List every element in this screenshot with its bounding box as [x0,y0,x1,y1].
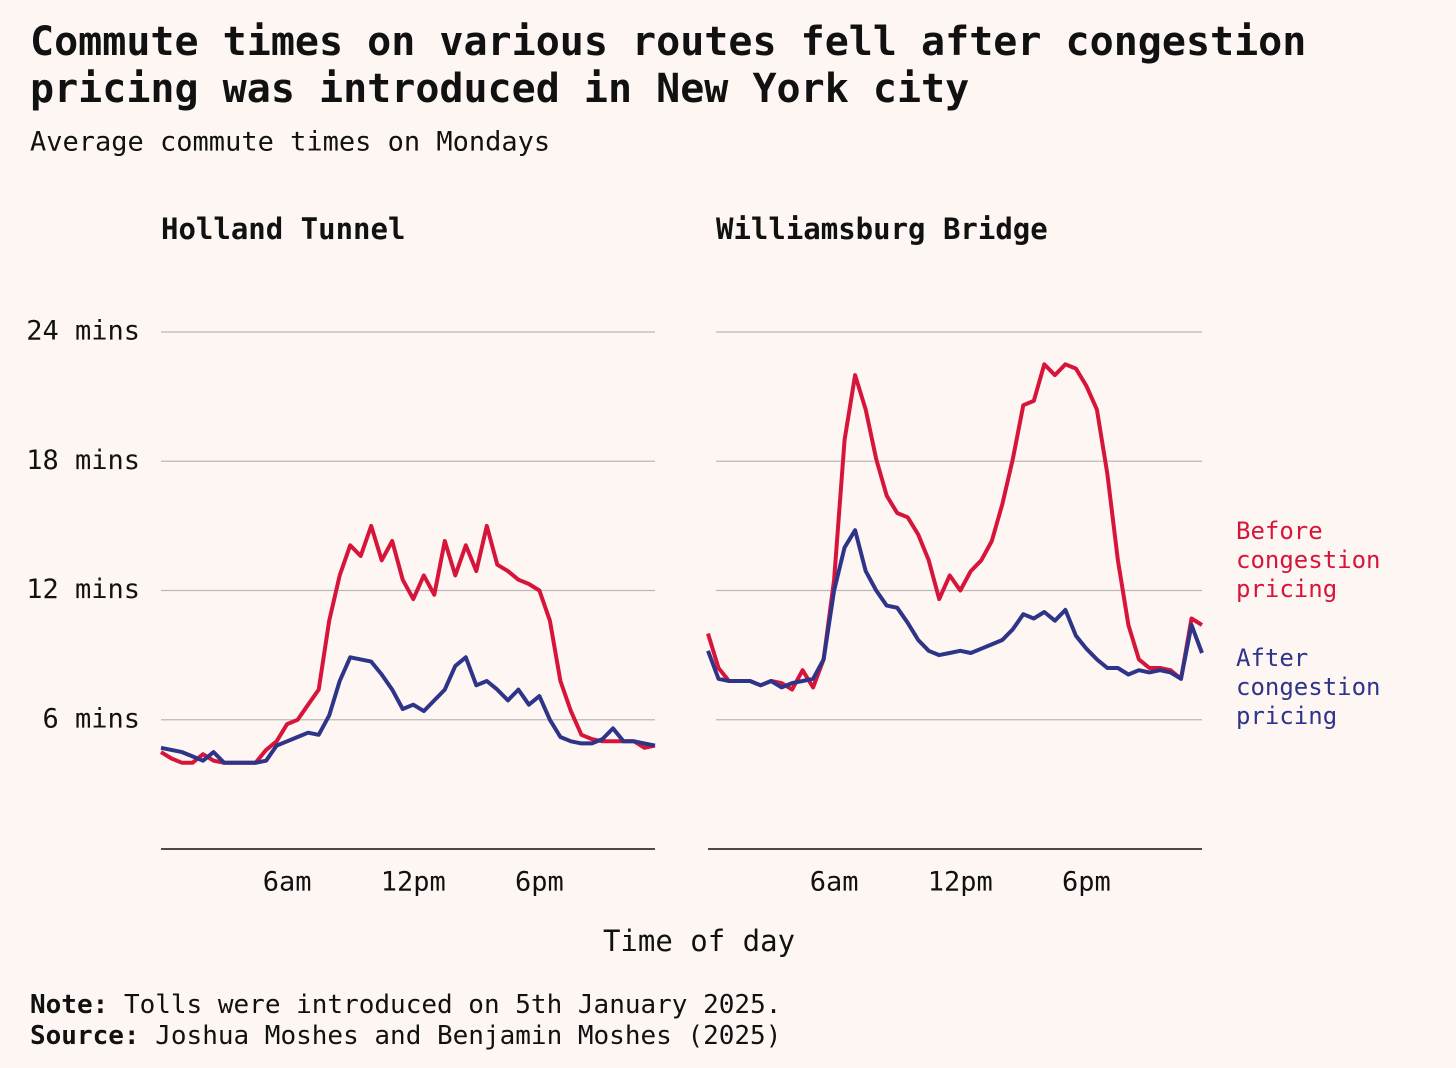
note-label: Note: [30,990,109,1020]
line-series [159,523,656,765]
title-text: Commute times on various routes fell aft… [30,19,1306,65]
source: Source: Joshua Moshes and Benjamin Moshe… [30,1021,781,1051]
y-tick-label: 24 mins [26,316,140,347]
line-series [706,528,1204,690]
x-tick-label: 6am [810,867,859,898]
source-text: Joshua Moshes and Benjamin Moshes (2025) [155,1021,782,1051]
x-tick-label: 6am [263,867,312,898]
legend-entry: Before congestion pricing [1236,517,1381,603]
x-tick-label: 12pm [928,867,993,898]
note-text: Tolls were introduced on 5th January 202… [123,990,782,1020]
x-axis-label: Time of day [603,924,795,958]
source-label: Source: [30,1021,140,1051]
chart-title: Commute times on various routes fell aft… [30,19,1306,112]
chart-subtitle: Average commute times on Mondays [30,127,550,158]
y-tick-label: 12 mins [26,574,140,605]
line-series [160,655,656,765]
panel-title: Williamsburg Bridge [716,212,1048,246]
panel-title: Holland Tunnel [161,212,405,246]
legend-entry: After congestion pricing [1236,644,1381,730]
x-tick-label: 12pm [381,867,446,898]
y-tick-label: 18 mins [26,445,140,476]
title-text-line2: pricing was introduced in New York city [30,66,969,112]
note: Note: Tolls were introduced on 5th Janua… [30,990,781,1020]
line-series [706,362,1204,692]
y-tick-label: 6 mins [42,703,140,734]
x-tick-label: 6pm [515,867,564,898]
x-tick-label: 6pm [1062,867,1111,898]
